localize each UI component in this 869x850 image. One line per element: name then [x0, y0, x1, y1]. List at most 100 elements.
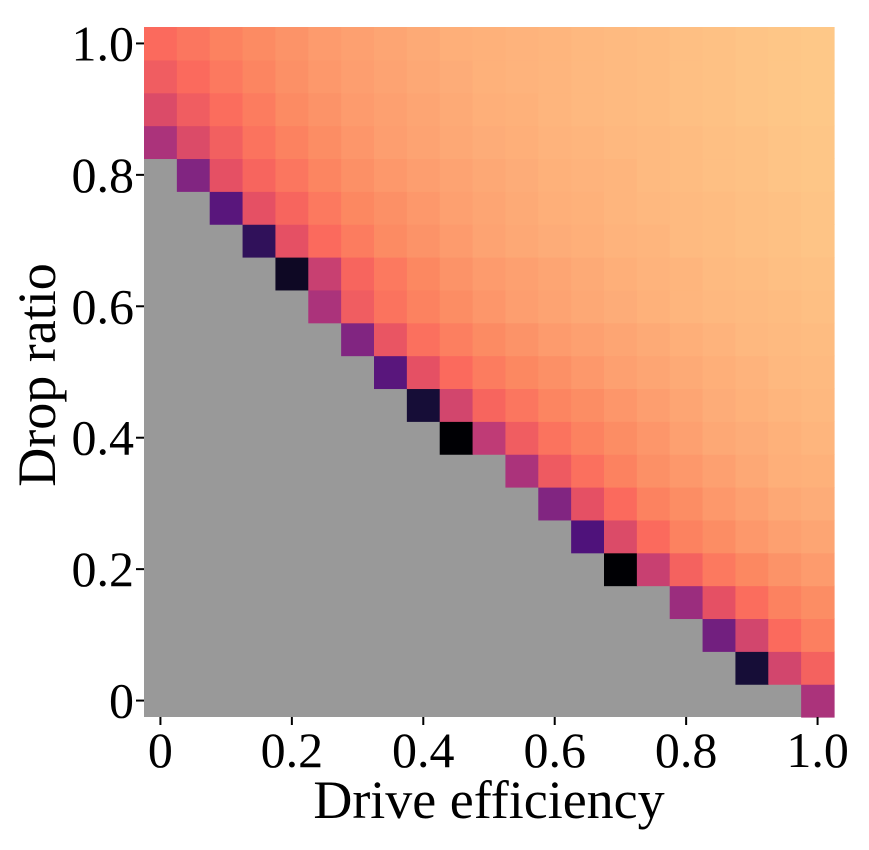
heatmap-cell [669, 224, 704, 258]
heatmap-cell [505, 27, 539, 61]
heatmap-cell [604, 59, 638, 94]
heatmap-cell [242, 224, 277, 258]
heatmap-cell [538, 191, 572, 225]
heatmap-cell [176, 125, 211, 160]
heatmap-cell [735, 355, 769, 390]
heatmap-cell [505, 388, 539, 422]
heatmap-cell [669, 257, 704, 291]
heatmap-cell [275, 257, 309, 291]
heatmap-cell [604, 257, 638, 291]
heatmap-cells [144, 27, 835, 718]
heatmap-cell [735, 257, 769, 291]
heatmap-cell [472, 388, 507, 422]
heatmap-cell [571, 92, 605, 127]
heatmap-cell [768, 191, 802, 225]
heatmap-cell [768, 421, 802, 455]
heatmap-cell [374, 27, 408, 61]
heatmap-cell [505, 454, 539, 488]
heatmap-cell [636, 388, 671, 422]
heatmap-cell [406, 355, 441, 390]
heatmap-cell [176, 59, 211, 94]
heatmap-cell [439, 92, 474, 127]
y-tick-label: 0.2 [72, 541, 135, 597]
heatmap-cell [144, 92, 178, 127]
heatmap-cell [801, 519, 835, 554]
heatmap-cell [571, 158, 605, 192]
heatmap-cell [571, 322, 605, 357]
heatmap-cell [702, 125, 737, 160]
heatmap-cell [571, 125, 605, 160]
heatmap-cell [768, 289, 802, 324]
heatmap-cell [801, 322, 835, 357]
heatmap-cell [308, 158, 342, 192]
heatmap-cell [341, 158, 375, 192]
heatmap-cell [604, 289, 638, 324]
heatmap-cell [768, 454, 802, 488]
heatmap-cell [735, 487, 769, 521]
heatmap-cell [702, 27, 737, 61]
heatmap-cell [801, 125, 835, 160]
heatmap-cell [242, 27, 277, 61]
heatmap-cell [209, 59, 244, 94]
heatmap-cell [735, 454, 769, 488]
heatmap-cell [801, 355, 835, 390]
heatmap-cell [439, 289, 474, 324]
y-tick-label: 0.4 [72, 410, 135, 466]
heatmap-cell [505, 289, 539, 324]
heatmap-cell [144, 59, 178, 94]
heatmap-cell [702, 158, 737, 192]
heatmap-cell [636, 421, 671, 455]
heatmap-cell [702, 421, 737, 455]
y-tick-label: 1.0 [72, 15, 135, 71]
heatmap-cell [571, 421, 605, 455]
heatmap-cell [702, 59, 737, 94]
heatmap-cell [571, 191, 605, 225]
heatmap-cell [669, 552, 704, 587]
heatmap-cell [604, 158, 638, 192]
heatmap-cell [669, 59, 704, 94]
heatmap-cell [702, 487, 737, 521]
heatmap-cell [669, 388, 704, 422]
heatmap-cell [242, 191, 277, 225]
heatmap-cell [604, 92, 638, 127]
heatmap-cell [275, 191, 309, 225]
heatmap-cell [439, 59, 474, 94]
heatmap-cell [604, 27, 638, 61]
heatmap-cell [702, 257, 737, 291]
heatmap-cell [571, 257, 605, 291]
heatmap-cell [768, 487, 802, 521]
heatmap-cell [406, 289, 441, 324]
heatmap-cell [275, 92, 309, 127]
heatmap-cell [538, 388, 572, 422]
heatmap-cell [538, 421, 572, 455]
heatmap-cell [538, 158, 572, 192]
heatmap-cell [406, 322, 441, 357]
heatmap-cell [571, 289, 605, 324]
heatmap-cell [768, 27, 802, 61]
heatmap-cell [768, 651, 802, 685]
heatmap-cell [439, 158, 474, 192]
heatmap-cell [538, 454, 572, 488]
heatmap-cell [505, 355, 539, 390]
heatmap-cell [768, 552, 802, 587]
heatmap-cell [374, 191, 408, 225]
heatmap-cell [406, 27, 441, 61]
heatmap-cell [538, 322, 572, 357]
heatmap-cell [735, 158, 769, 192]
heatmap-cell [702, 618, 737, 652]
heatmap-cell [406, 191, 441, 225]
heatmap-cell [571, 355, 605, 390]
heatmap-cell [472, 92, 507, 127]
heatmap-cell [439, 421, 474, 455]
heatmap-cell [604, 388, 638, 422]
heatmap-cell [801, 421, 835, 455]
heatmap-cell [374, 92, 408, 127]
heatmap-cell [768, 92, 802, 127]
heatmap-cell [505, 257, 539, 291]
y-tick-label: 0.6 [72, 278, 135, 334]
heatmap-cell [735, 388, 769, 422]
axes: 0 0.2 0.4 0.6 0.8 1.0 0 0.2 0.4 0.6 0.8 1.0 [72, 15, 849, 778]
heatmap-cell [702, 289, 737, 324]
heatmap-cell [374, 322, 408, 357]
heatmap-cell [505, 322, 539, 357]
